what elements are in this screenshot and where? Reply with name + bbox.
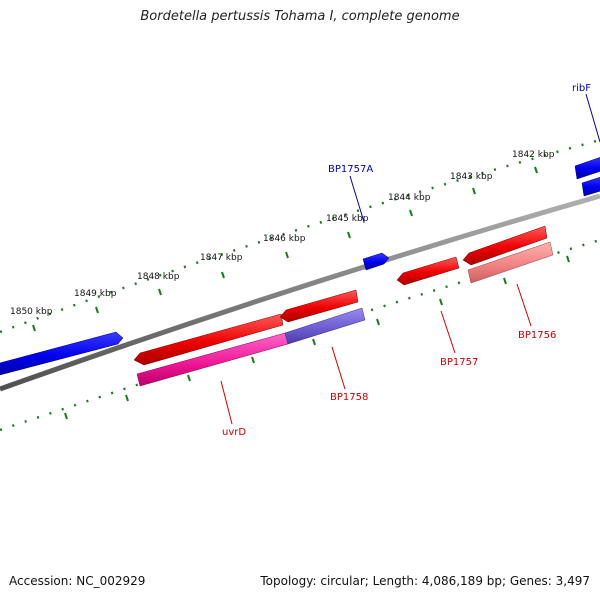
leader-uvrd bbox=[220, 380, 233, 425]
leader-bp1758 bbox=[331, 346, 346, 390]
kbp-label: 1850 kbp bbox=[10, 307, 53, 317]
major-tick bbox=[409, 209, 413, 217]
major-tick bbox=[503, 277, 507, 285]
gene-label-bp1757[interactable]: BP1757 bbox=[440, 357, 478, 368]
leader-ribf bbox=[585, 93, 600, 143]
kbp-label: 1848 kbp bbox=[137, 272, 180, 282]
gene-arrow-uvrd[interactable] bbox=[133, 313, 284, 366]
leader-bp1757 bbox=[440, 310, 456, 354]
gene-label-bp1756[interactable]: BP1756 bbox=[518, 330, 556, 341]
kbp-label: 1847 kbp bbox=[200, 253, 243, 263]
major-tick bbox=[125, 394, 129, 402]
major-tick bbox=[534, 166, 538, 174]
gene-label-uvrd[interactable]: uvrD bbox=[222, 427, 246, 438]
major-tick bbox=[32, 324, 36, 332]
kbp-label: 1842 kbp bbox=[512, 150, 555, 160]
gene-arrow-bp1756[interactable] bbox=[462, 225, 548, 266]
major-tick bbox=[347, 231, 351, 239]
label-leaders bbox=[220, 93, 600, 425]
leader-bp1756 bbox=[516, 283, 532, 327]
gene-arrow-left-edge[interactable] bbox=[0, 331, 124, 376]
kbp-label: 1846 kbp bbox=[263, 234, 306, 244]
kbp-label: 1844 kbp bbox=[388, 193, 431, 203]
gene-label-bp1757a[interactable]: BP1757A bbox=[328, 164, 373, 175]
feature-bar-bp1758[interactable] bbox=[284, 307, 366, 345]
gene-arrow-bp1757[interactable] bbox=[396, 256, 460, 286]
major-tick bbox=[158, 288, 162, 296]
major-tick bbox=[439, 298, 443, 306]
major-ticks bbox=[32, 166, 570, 420]
major-tick bbox=[95, 306, 99, 314]
feature-bar-bp1756[interactable] bbox=[467, 241, 554, 284]
genome-summary-footer: Topology: circular; Length: 4,086,189 bp… bbox=[260, 574, 590, 588]
leader-bp1757a bbox=[349, 175, 365, 223]
gene-label-ribf[interactable]: ribF bbox=[572, 83, 591, 94]
genome-backbone bbox=[0, 193, 600, 392]
gene-arrow-ribf[interactable] bbox=[574, 156, 600, 180]
major-tick bbox=[472, 187, 476, 195]
major-tick bbox=[187, 374, 191, 382]
kbp-label: 1849 kbp bbox=[74, 289, 117, 299]
map-title: Bordetella pertussis Tohama I, complete … bbox=[140, 9, 460, 24]
gene-arrow-bp1758[interactable] bbox=[279, 289, 359, 323]
gene-arrow-bp1757a[interactable] bbox=[362, 252, 390, 271]
accession-footer: Accession: NC_002929 bbox=[9, 574, 146, 588]
major-tick bbox=[64, 412, 68, 420]
gene-label-bp1758[interactable]: BP1758 bbox=[330, 392, 368, 403]
major-tick bbox=[251, 356, 255, 364]
kbp-label: 1843 kbp bbox=[450, 172, 493, 182]
kbp-label: 1845 kbp bbox=[326, 214, 369, 224]
major-tick bbox=[285, 251, 289, 259]
gene-arrow-ribf-lower[interactable] bbox=[581, 176, 600, 197]
major-tick bbox=[312, 338, 316, 346]
major-tick bbox=[566, 255, 570, 263]
major-tick bbox=[376, 318, 380, 326]
major-tick bbox=[221, 271, 225, 279]
